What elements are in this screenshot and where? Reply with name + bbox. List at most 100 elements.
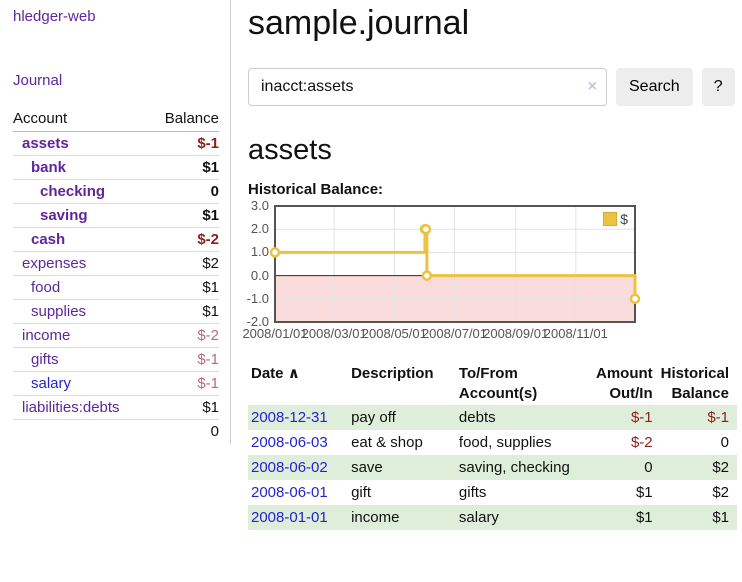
account-link[interactable]: saving bbox=[40, 207, 88, 224]
account-balance: $-1 bbox=[149, 371, 219, 396]
account-balance: $1 bbox=[149, 275, 219, 300]
account-link[interactable]: expenses bbox=[22, 255, 87, 272]
transaction-description: save bbox=[351, 459, 383, 476]
transaction-accounts: food, supplies bbox=[458, 434, 552, 451]
accounts-header-account: Account bbox=[13, 110, 150, 132]
col-header-date[interactable]: Date ∧ bbox=[251, 365, 300, 382]
app-title[interactable]: hledger-web bbox=[13, 8, 96, 25]
search-input[interactable] bbox=[248, 68, 607, 106]
transaction-description: income bbox=[351, 509, 400, 526]
account-link[interactable]: liabilities:debts bbox=[22, 399, 120, 416]
transaction-description: eat & shop bbox=[351, 434, 423, 451]
account-balance: $1 bbox=[149, 155, 219, 180]
col-header-description: Description bbox=[351, 365, 434, 382]
transaction-amount: $1 bbox=[635, 509, 653, 526]
x-axis-tick-label: 2008/05/01 bbox=[361, 326, 427, 341]
transaction-description: pay off bbox=[351, 409, 396, 426]
register-row: 2008-01-01 income salary $1 $1 bbox=[248, 505, 737, 530]
historical-balance-chart: 3.0 2.0 1.0 0.0 -1.0 -2.0 2008/01/01 2008/03/01… bbox=[242, 198, 650, 346]
account-row: checking 0 bbox=[13, 179, 219, 204]
transaction-amount: $-2 bbox=[630, 434, 653, 451]
transaction-amount: $1 bbox=[635, 484, 653, 501]
transaction-date-link[interactable]: 2008-01-01 bbox=[251, 509, 328, 526]
transaction-amount: 0 bbox=[644, 459, 653, 476]
x-axis-tick-label: 2008/09/01 bbox=[483, 326, 549, 341]
accounts-table: Account Balance assets $-1 bank $1 checking 0… bbox=[13, 110, 219, 444]
transaction-balance: 0 bbox=[720, 434, 729, 451]
legend-label: $ bbox=[620, 211, 628, 227]
register-row: 2008-06-01 gift gifts $1 $2 bbox=[248, 480, 737, 505]
main-content: sample.journal × Search ? assets Histori… bbox=[231, 0, 742, 530]
col-header-balance: Historical Balance bbox=[660, 365, 729, 402]
transaction-date-link[interactable]: 2008-06-01 bbox=[251, 484, 328, 501]
sidebar: hledger-web Journal Account Balance asse… bbox=[0, 0, 231, 444]
chart-label: Historical Balance: bbox=[248, 181, 384, 198]
account-row: liabilities:debts $1 bbox=[13, 395, 219, 420]
accounts-header-balance: Balance bbox=[149, 110, 219, 132]
account-link[interactable]: food bbox=[31, 279, 61, 296]
page: hledger-web Journal Account Balance asse… bbox=[0, 0, 742, 530]
register-row: 2008-06-02 save saving, checking 0 $2 bbox=[248, 455, 737, 480]
transaction-balance: $-1 bbox=[707, 409, 729, 426]
account-heading: assets bbox=[248, 134, 332, 166]
y-axis-tick-label: 3.0 bbox=[250, 198, 269, 213]
account-link[interactable]: checking bbox=[40, 183, 106, 200]
y-axis-tick-label: -1.0 bbox=[246, 290, 269, 306]
account-link[interactable]: income bbox=[22, 327, 71, 344]
account-balance: $-2 bbox=[149, 227, 219, 252]
transaction-description: gift bbox=[351, 484, 372, 501]
register-table: Date ∧ Description To/From Account(s) Am… bbox=[248, 363, 737, 530]
y-axis-tick-label: 1.0 bbox=[250, 244, 269, 260]
account-link[interactable]: assets bbox=[22, 135, 69, 152]
register-row: 2008-12-31 pay off debts $-1 $-1 bbox=[248, 405, 737, 430]
sidebar-item-journal[interactable]: Journal bbox=[13, 72, 63, 89]
account-row: cash $-2 bbox=[13, 227, 219, 252]
account-row: income $-2 bbox=[13, 323, 219, 348]
account-balance: $1 bbox=[149, 299, 219, 324]
page-title: sample.journal bbox=[248, 4, 470, 42]
register-row: 2008-06-03 eat & shop food, supplies $-2 0 bbox=[248, 430, 737, 455]
account-balance: $1 bbox=[149, 203, 219, 228]
account-link[interactable]: salary bbox=[31, 375, 72, 392]
sort-ascending-icon: ∧ bbox=[287, 365, 300, 382]
col-header-amount: Amount Out/In bbox=[595, 365, 653, 402]
y-axis-tick-label: -2.0 bbox=[246, 314, 269, 329]
account-balance: $-1 bbox=[149, 347, 219, 372]
chart-legend: $ bbox=[602, 211, 629, 227]
accounts-tbody: assets $-1 bank $1 checking 0 saving $1 cash $-2 e… bbox=[13, 131, 219, 420]
transaction-balance: $2 bbox=[712, 484, 729, 501]
account-row: supplies $1 bbox=[13, 299, 219, 324]
chart-canvas bbox=[269, 205, 641, 323]
account-link[interactable]: gifts bbox=[31, 351, 59, 368]
account-row: saving $1 bbox=[13, 203, 219, 228]
account-balance: $2 bbox=[149, 251, 219, 276]
transaction-date-link[interactable]: 2008-12-31 bbox=[251, 409, 328, 426]
register-tbody: 2008-12-31 pay off debts $-1 $-1 2008-06-03 ea… bbox=[248, 405, 737, 530]
transaction-date-link[interactable]: 2008-06-02 bbox=[251, 459, 328, 476]
search-form: × Search ? bbox=[248, 68, 737, 106]
x-axis-tick-label: 2008/07/01 bbox=[421, 326, 488, 341]
transaction-accounts: salary bbox=[458, 509, 499, 526]
accounts-total-row: 0 bbox=[13, 419, 219, 444]
clear-search-icon[interactable]: × bbox=[587, 78, 597, 95]
y-axis-tick-label: 2.0 bbox=[250, 221, 269, 237]
transaction-balance: $2 bbox=[712, 459, 729, 476]
help-button[interactable]: ? bbox=[701, 68, 735, 106]
account-row: expenses $2 bbox=[13, 251, 219, 276]
account-link[interactable]: bank bbox=[31, 159, 67, 176]
transaction-amount: $-1 bbox=[630, 409, 653, 426]
account-link[interactable]: supplies bbox=[31, 303, 87, 320]
account-row: bank $1 bbox=[13, 155, 219, 180]
search-button[interactable]: Search bbox=[616, 68, 693, 106]
transaction-accounts: gifts bbox=[458, 484, 487, 501]
accounts-header-row: Account Balance bbox=[13, 110, 219, 132]
account-balance: $-2 bbox=[149, 323, 219, 348]
transaction-date-link[interactable]: 2008-06-03 bbox=[251, 434, 328, 451]
accounts-total: 0 bbox=[149, 419, 219, 444]
account-link[interactable]: cash bbox=[31, 231, 66, 248]
y-axis-tick-label: 0.0 bbox=[250, 267, 269, 283]
search-input-wrap: × bbox=[248, 68, 607, 106]
account-row: assets $-1 bbox=[13, 131, 219, 156]
register-header-row: Date ∧ Description To/From Account(s) Am… bbox=[248, 363, 737, 405]
account-row: gifts $-1 bbox=[13, 347, 219, 372]
